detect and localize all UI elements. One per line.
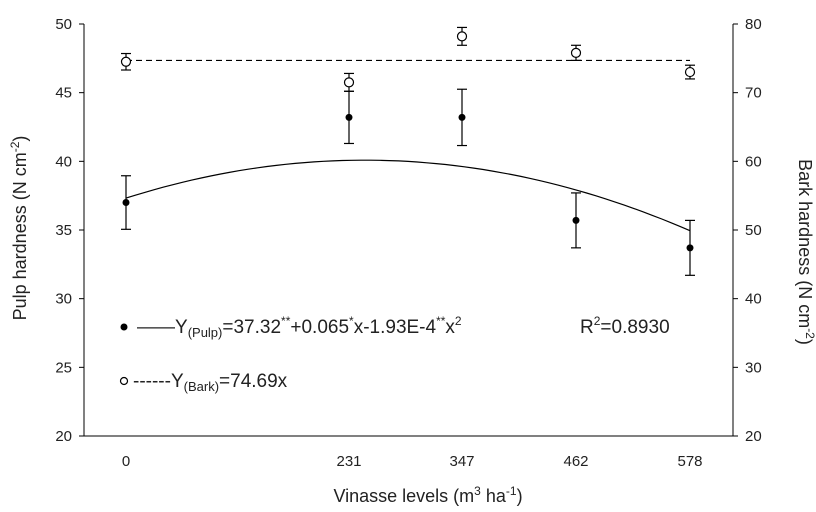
legend: ——Y(Pulp)=37.32**+0.065*x-1.93E-4**x2 R2… <box>119 314 670 394</box>
right-tick-label: 40 <box>745 291 762 308</box>
pulp-fit-curve <box>125 159 691 232</box>
legend-entry-pulp: ——Y(Pulp)=37.32**+0.065*x-1.93E-4**x2 R2… <box>120 314 670 340</box>
right-tick-label: 50 <box>745 222 762 239</box>
left-tick-label: 40 <box>55 153 72 170</box>
left-tick-label: 20 <box>55 428 72 445</box>
left-tick-label: 30 <box>55 291 72 308</box>
legend-text-pulp: ——Y(Pulp)=37.32**+0.065*x-1.93E-4**x2 <box>137 314 462 340</box>
x-tick-label: 578 <box>677 453 702 470</box>
legend-marker-open <box>119 376 129 386</box>
right-tick-label: 80 <box>745 16 762 33</box>
left-tick-label: 25 <box>55 359 72 376</box>
right-tick-label: 70 <box>745 85 762 102</box>
pulp-point <box>458 113 466 121</box>
x-tick-label: 231 <box>336 453 361 470</box>
legend-marker-filled <box>120 323 128 331</box>
left-tick-label: 50 <box>55 16 72 33</box>
left-axis-title: Pulp hardness (N cm-2) <box>8 136 30 321</box>
x-tick-label: 462 <box>563 453 588 470</box>
bark-point <box>570 47 582 58</box>
legend-text-bark: ------Y(Bark)=74.69x <box>133 371 288 394</box>
plot-area: 20 25 30 35 40 45 50 20 30 40 50 60 70 80 0 231 347 462 57… <box>55 16 761 470</box>
x-tick-label: 0 <box>122 453 130 470</box>
legend-entry-bark: ------Y(Bark)=74.69x <box>119 371 288 394</box>
right-axis-title: Bark hardness (N cm-2) <box>795 159 816 345</box>
right-tick-label: 20 <box>745 428 762 445</box>
left-tick-label: 35 <box>55 222 72 239</box>
x-tick-label: 347 <box>449 453 474 470</box>
pulp-point <box>122 199 130 207</box>
x-axis-title: Vinasse levels (m3 ha-1) <box>333 484 522 506</box>
pulp-point <box>572 216 580 224</box>
bark-point <box>343 77 355 88</box>
bark-point <box>684 66 696 78</box>
right-tick-label: 60 <box>745 153 762 170</box>
bark-point <box>456 31 468 42</box>
legend-r-squared: R2=0.8930 <box>580 314 670 338</box>
pulp-point <box>686 244 694 252</box>
pulp-point <box>345 113 353 121</box>
right-tick-label: 30 <box>745 359 762 376</box>
left-tick-label: 45 <box>55 85 72 102</box>
bark-point <box>120 56 132 67</box>
